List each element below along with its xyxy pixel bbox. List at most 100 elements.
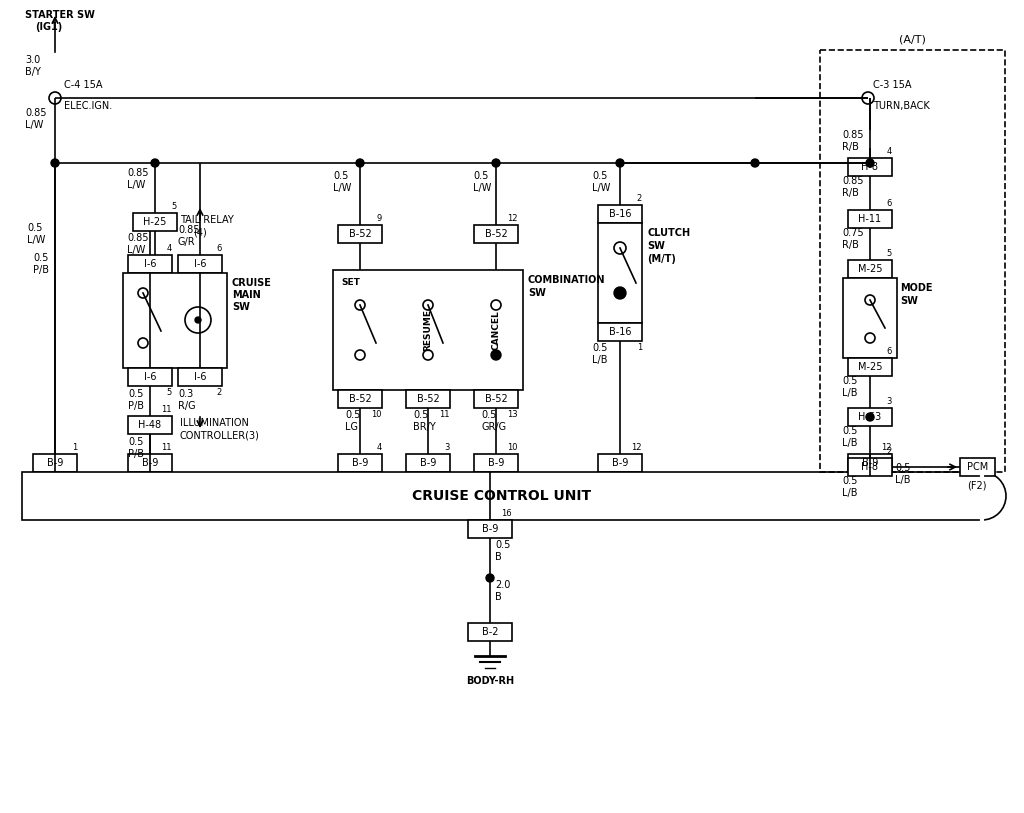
Text: H-25: H-25	[143, 217, 167, 227]
Text: 0.75: 0.75	[842, 228, 863, 238]
Text: B-2: B-2	[481, 627, 499, 637]
Text: 12: 12	[508, 214, 518, 223]
Text: C-3 15A: C-3 15A	[873, 80, 911, 90]
Text: I-6: I-6	[143, 259, 157, 269]
Circle shape	[862, 92, 874, 104]
Text: B-9: B-9	[611, 458, 628, 468]
Text: 6: 6	[217, 244, 222, 253]
Bar	[123, 273, 227, 368]
Text: 0.85: 0.85	[178, 225, 200, 235]
Bar	[338, 454, 382, 472]
Text: 0.5: 0.5	[333, 171, 348, 181]
Bar	[338, 225, 382, 243]
Text: 0.85: 0.85	[842, 130, 863, 140]
Bar	[128, 454, 172, 472]
Text: B/Y: B/Y	[25, 67, 41, 77]
Text: 4: 4	[167, 244, 172, 253]
Text: M-25: M-25	[858, 264, 883, 274]
Circle shape	[751, 159, 759, 167]
Text: 3.0: 3.0	[25, 55, 40, 65]
Text: 16: 16	[502, 509, 512, 518]
Text: B-52: B-52	[417, 394, 439, 404]
Text: BODY-RH: BODY-RH	[466, 676, 514, 686]
Text: 1: 1	[637, 343, 642, 352]
Text: B-9: B-9	[420, 458, 436, 468]
Text: 2.0: 2.0	[495, 580, 510, 590]
Text: H-8: H-8	[861, 162, 879, 172]
Bar	[178, 368, 222, 386]
Text: 6: 6	[887, 199, 892, 208]
Text: C-4 15A: C-4 15A	[63, 80, 102, 90]
Text: 0.5: 0.5	[413, 410, 428, 420]
Text: L/W: L/W	[473, 183, 492, 193]
Text: 4: 4	[887, 147, 892, 156]
Bar	[406, 454, 450, 472]
Text: R/B: R/B	[842, 142, 859, 152]
Text: L/B: L/B	[842, 388, 857, 398]
Text: B-9: B-9	[482, 524, 499, 534]
Circle shape	[616, 159, 624, 167]
Circle shape	[51, 159, 59, 167]
Text: 5: 5	[887, 249, 892, 258]
Bar	[848, 210, 892, 228]
Text: 0.5: 0.5	[33, 253, 48, 263]
Text: B-52: B-52	[484, 394, 507, 404]
Text: 2: 2	[217, 388, 222, 397]
Text: 11: 11	[162, 443, 172, 452]
Text: I-6: I-6	[143, 372, 157, 382]
Bar	[848, 260, 892, 278]
Text: 6: 6	[887, 347, 892, 356]
Text: 10: 10	[372, 410, 382, 419]
Text: TAIL RELAY: TAIL RELAY	[180, 215, 233, 225]
Text: 0.5: 0.5	[481, 410, 497, 420]
Text: MODE: MODE	[900, 283, 933, 293]
Circle shape	[355, 350, 365, 360]
Text: 0.5: 0.5	[842, 376, 857, 386]
Bar	[128, 416, 172, 434]
Text: SW: SW	[528, 288, 546, 298]
Text: (4): (4)	[193, 227, 207, 237]
Text: 13: 13	[507, 410, 518, 419]
Text: L/B: L/B	[895, 475, 910, 485]
Text: L/W: L/W	[27, 235, 45, 245]
Text: COMBINATION: COMBINATION	[528, 275, 605, 285]
Text: ELEC.IGN.: ELEC.IGN.	[63, 101, 113, 111]
Bar	[468, 623, 512, 641]
Text: 0.5: 0.5	[27, 223, 42, 233]
Text: 11: 11	[439, 410, 450, 419]
Text: 1: 1	[72, 443, 77, 452]
Text: B-16: B-16	[608, 327, 631, 337]
Circle shape	[151, 159, 159, 167]
Bar	[178, 255, 222, 273]
Text: 2: 2	[637, 194, 642, 203]
Bar	[961, 458, 995, 476]
Bar	[33, 454, 77, 472]
Text: 0.85: 0.85	[25, 108, 46, 118]
Text: L/B: L/B	[592, 355, 607, 365]
Text: 0.3: 0.3	[178, 389, 194, 399]
Bar	[474, 390, 518, 408]
Circle shape	[423, 300, 433, 310]
Text: 4: 4	[377, 443, 382, 452]
Circle shape	[356, 159, 364, 167]
Text: R/B: R/B	[842, 188, 859, 198]
Text: 2: 2	[887, 447, 892, 456]
Text: L/W: L/W	[25, 120, 43, 130]
Circle shape	[490, 300, 501, 310]
Bar	[474, 454, 518, 472]
Text: H-48: H-48	[138, 420, 162, 430]
Text: L/B: L/B	[842, 438, 857, 448]
Text: L/W: L/W	[333, 183, 351, 193]
Bar	[598, 205, 642, 223]
Text: 0.5: 0.5	[495, 540, 510, 550]
Text: 0.5: 0.5	[842, 476, 857, 486]
Circle shape	[490, 350, 501, 360]
Bar	[338, 390, 382, 408]
Text: R/B: R/B	[842, 240, 859, 250]
Text: B-9: B-9	[47, 458, 63, 468]
Bar	[133, 213, 177, 231]
Text: (IG1): (IG1)	[35, 22, 62, 32]
Text: (M/T): (M/T)	[647, 254, 676, 264]
Bar	[22, 472, 982, 520]
Circle shape	[614, 242, 626, 254]
